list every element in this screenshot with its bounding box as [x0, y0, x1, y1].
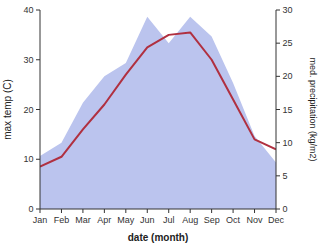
x-tick: [276, 209, 277, 213]
x-tick-label: Feb: [54, 215, 70, 225]
y2ticks-tick: [276, 175, 280, 176]
y-axis-label: max temp (C): [2, 79, 13, 140]
yticks-tick-label: 0: [29, 204, 34, 214]
x-tick-label: Aug: [182, 215, 198, 225]
x-tick: [40, 209, 41, 213]
yticks-tick: [36, 59, 40, 60]
y2ticks-tick-label: 10: [282, 138, 292, 148]
y2ticks-tick: [276, 109, 280, 110]
x-tick: [168, 209, 169, 213]
y2ticks-tick-label: 25: [282, 38, 292, 48]
yticks-tick-label: 40: [24, 5, 34, 15]
yticks-tick: [36, 209, 40, 210]
y2ticks-tick: [276, 209, 280, 210]
x-tick: [104, 209, 105, 213]
x-axis-label: date (month): [128, 232, 189, 243]
x-tick: [211, 209, 212, 213]
x-tick-label: Nov: [247, 215, 264, 225]
x-tick: [125, 209, 126, 213]
precip-area: [40, 17, 276, 209]
x-tick-label: Apr: [97, 215, 111, 225]
x-axis-line: [40, 209, 276, 210]
x-tick-label: Oct: [226, 215, 241, 225]
x-tick-label: Jul: [163, 215, 175, 225]
y2ticks-tick: [276, 142, 280, 143]
marks: [40, 17, 276, 209]
yticks-tick-label: 30: [24, 55, 34, 65]
y2-axis-label: med. precipitation (kg/m2): [308, 57, 318, 161]
x-tick-label: Jun: [140, 215, 155, 225]
temp-line: [40, 32, 276, 166]
x-tick-label: Sep: [204, 215, 220, 225]
x-tick: [190, 209, 191, 213]
x-tick: [254, 209, 255, 213]
yticks-tick: [36, 109, 40, 110]
x-tick-label: Dec: [268, 215, 285, 225]
x-tick: [147, 209, 148, 213]
yticks-tick-label: 10: [24, 154, 34, 164]
yticks-tick-label: 20: [24, 105, 34, 115]
x-tick-label: May: [117, 215, 135, 225]
yticks-tick: [36, 159, 40, 160]
x-tick-label: Jan: [33, 215, 48, 225]
y2ticks-tick: [276, 10, 280, 11]
y2ticks-tick-label: 20: [282, 71, 292, 81]
y2ticks-tick-label: 5: [282, 171, 287, 181]
chart: JanFebMarAprMayJunJulAugSepOctNovDec0102…: [0, 0, 318, 247]
yticks-tick: [36, 10, 40, 11]
y2ticks-tick: [276, 76, 280, 77]
x-tick: [61, 209, 62, 213]
y2ticks-tick-label: 30: [282, 5, 292, 15]
y2ticks-tick: [276, 43, 280, 44]
y2ticks-tick-label: 0: [282, 204, 287, 214]
x-tick-label: Mar: [75, 215, 91, 225]
y2ticks-tick-label: 15: [282, 105, 292, 115]
x-tick: [82, 209, 83, 213]
x-tick: [233, 209, 234, 213]
